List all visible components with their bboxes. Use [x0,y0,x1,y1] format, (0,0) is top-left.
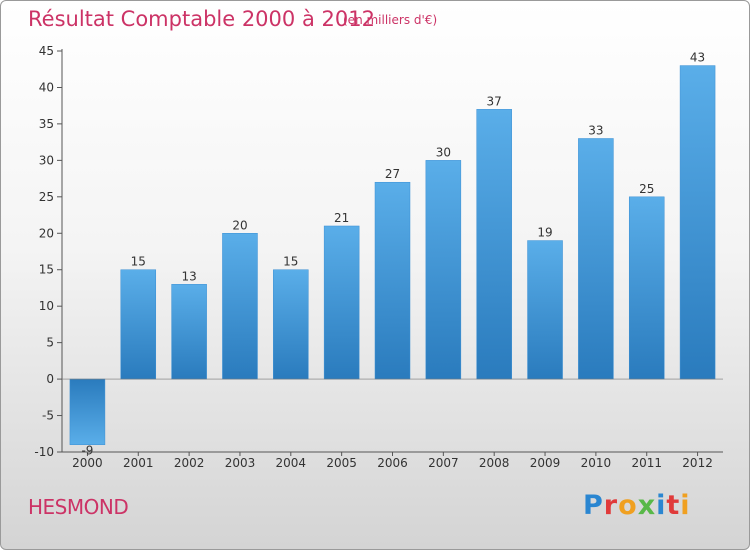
bar-2006 [374,181,411,380]
x-tick-label-2005: 2005 [326,456,357,470]
data-label-2000: -9 [81,444,93,458]
x-tick-label-2003: 2003 [225,456,256,470]
data-label-2002: 13 [181,269,196,283]
y-tick-label: 25 [39,190,54,204]
logo-letter: x [637,490,657,521]
logo-letter: o [618,490,638,521]
data-label-2012: 43 [690,51,705,65]
x-tick-label-2002: 2002 [174,456,205,470]
y-tick-label: -5 [42,409,54,423]
y-tick-label: 5 [46,336,54,350]
bar-2010 [578,138,614,380]
bar-2000 [69,378,106,445]
x-tick-label-2001: 2001 [123,456,154,470]
data-label-2003: 20 [232,218,247,232]
logo-letter: i [656,490,667,521]
logo-letter: i [680,490,691,521]
data-label-2006: 27 [385,167,400,181]
bar-2002 [171,284,207,380]
data-label-2007: 30 [436,145,451,159]
x-tick-label-2000: 2000 [72,456,103,470]
chart-subtitle: (en milliers d'€) [343,13,438,27]
logo-letter: r [603,490,619,521]
bar-2008 [476,109,512,380]
bar-2005 [323,225,360,380]
data-label-2001: 15 [131,255,146,269]
y-tick-label: 35 [39,117,54,131]
logo-letter: P [583,490,604,521]
data-label-2005: 21 [334,211,349,225]
x-tick-label-2010: 2010 [581,456,612,470]
x-tick-label-2006: 2006 [377,456,408,470]
x-tick-label-2008: 2008 [479,456,510,470]
bar-2007 [425,160,462,380]
x-tick-label-2007: 2007 [428,456,459,470]
data-label-2004: 15 [283,255,298,269]
y-tick-label: 20 [39,226,54,240]
x-tick-label-2012: 2012 [682,456,713,470]
data-label-2009: 19 [537,226,552,240]
x-tick-label-2009: 2009 [530,456,561,470]
bar-2001 [120,269,157,380]
bar-2003 [222,233,258,380]
place-name: HESMOND [28,495,129,519]
y-tick-label: 30 [39,153,54,167]
data-label-2010: 33 [588,123,603,137]
bar-2004 [273,269,309,380]
data-label-2011: 25 [639,182,654,196]
bar-2011 [628,196,665,380]
data-label-2008: 37 [487,94,502,108]
y-tick-label: 10 [39,299,54,313]
bar-2012 [679,65,716,380]
y-tick-label: 0 [46,372,54,386]
x-tick-label-2004: 2004 [276,456,307,470]
chart-title: Résultat Comptable 2000 à 2012 [28,7,375,31]
x-tick-label-2011: 2011 [631,456,662,470]
bar-2009 [527,240,563,380]
y-tick-label: -10 [34,445,54,459]
y-tick-label: 40 [39,80,54,94]
logo-letter: t [666,490,681,521]
proxiti-logo: Proxiti [583,490,691,521]
y-tick-label: 15 [39,263,54,277]
y-tick-label: 45 [39,44,54,58]
